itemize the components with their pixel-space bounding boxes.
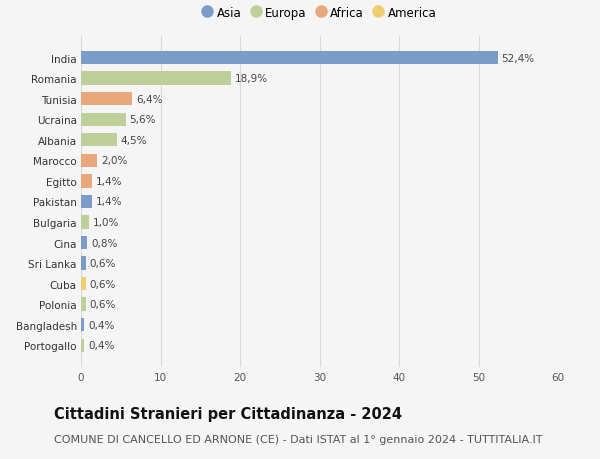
- Text: 0,4%: 0,4%: [88, 320, 115, 330]
- Bar: [81, 52, 497, 65]
- Text: 1,0%: 1,0%: [93, 218, 119, 228]
- Text: Cittadini Stranieri per Cittadinanza - 2024: Cittadini Stranieri per Cittadinanza - 2…: [54, 406, 402, 421]
- Text: 2,0%: 2,0%: [101, 156, 127, 166]
- Bar: [81, 277, 86, 291]
- Text: 5,6%: 5,6%: [130, 115, 156, 125]
- Bar: [81, 298, 86, 311]
- Text: COMUNE DI CANCELLO ED ARNONE (CE) - Dati ISTAT al 1° gennaio 2024 - TUTTITALIA.I: COMUNE DI CANCELLO ED ARNONE (CE) - Dati…: [54, 434, 542, 444]
- Text: 0,6%: 0,6%: [90, 258, 116, 269]
- Text: 0,4%: 0,4%: [88, 341, 115, 351]
- Bar: [81, 236, 88, 250]
- Bar: [81, 257, 86, 270]
- Bar: [81, 93, 132, 106]
- Text: 4,5%: 4,5%: [121, 135, 147, 146]
- Bar: [81, 154, 97, 168]
- Bar: [81, 72, 231, 85]
- Bar: [81, 134, 117, 147]
- Text: 1,4%: 1,4%: [96, 197, 122, 207]
- Text: 52,4%: 52,4%: [502, 53, 535, 63]
- Text: 1,4%: 1,4%: [96, 176, 122, 186]
- Bar: [81, 319, 84, 332]
- Bar: [81, 195, 92, 209]
- Text: 0,6%: 0,6%: [90, 279, 116, 289]
- Legend: Asia, Europa, Africa, America: Asia, Europa, Africa, America: [199, 3, 440, 23]
- Bar: [81, 175, 92, 188]
- Bar: [81, 339, 84, 352]
- Text: 0,6%: 0,6%: [90, 300, 116, 309]
- Bar: [81, 216, 89, 229]
- Bar: [81, 113, 125, 127]
- Text: 18,9%: 18,9%: [235, 74, 268, 84]
- Text: 0,8%: 0,8%: [91, 238, 118, 248]
- Text: 6,4%: 6,4%: [136, 95, 163, 104]
